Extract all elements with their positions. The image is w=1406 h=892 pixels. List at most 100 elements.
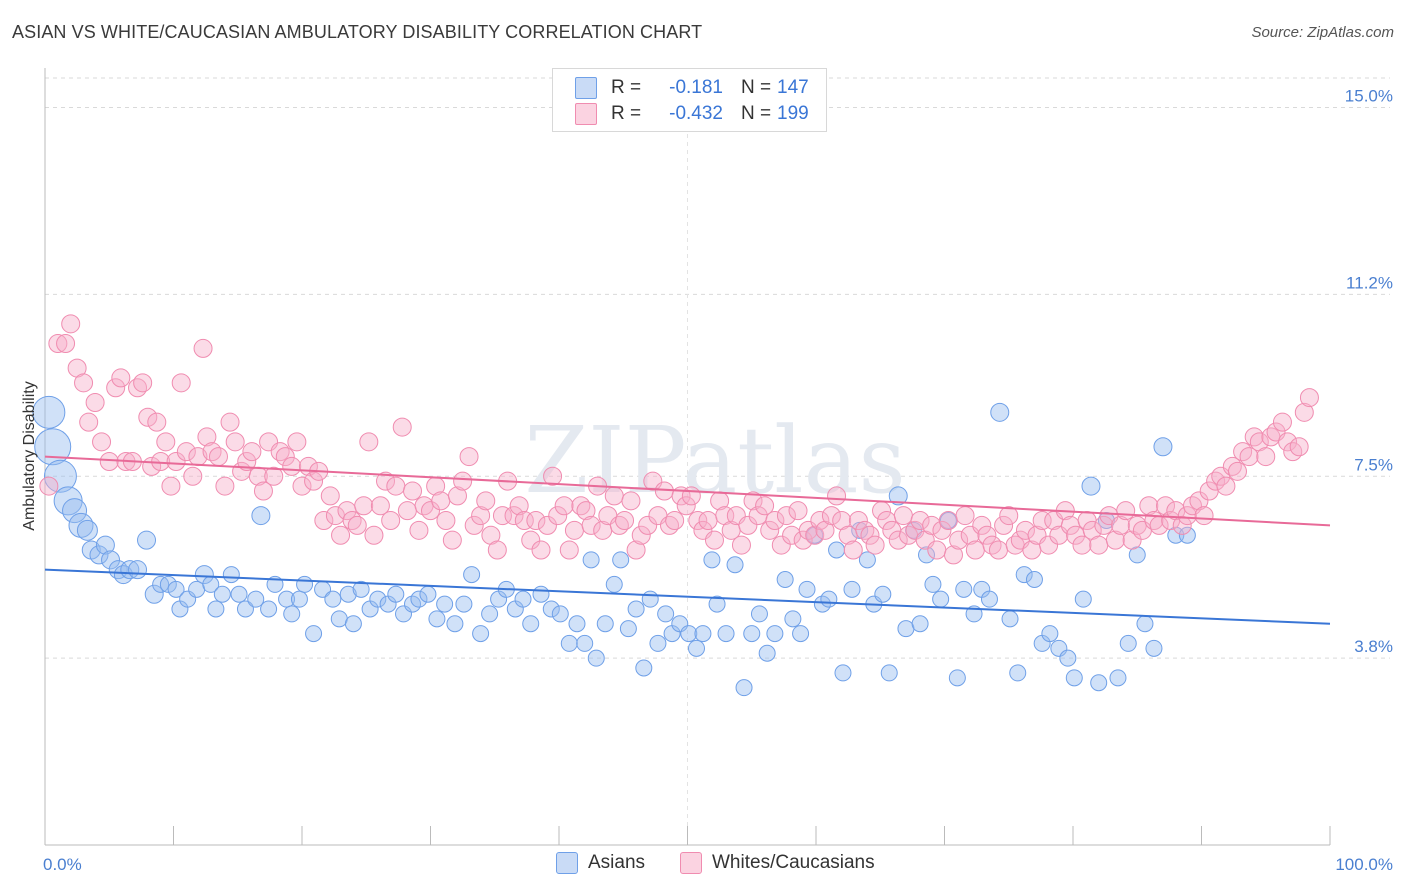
white-point xyxy=(282,456,302,476)
asian-point xyxy=(1001,610,1019,628)
white-point xyxy=(776,506,796,526)
white-point xyxy=(932,520,952,540)
asian-point xyxy=(990,402,1010,422)
white-point xyxy=(927,540,947,560)
white-point xyxy=(681,486,701,506)
asian-point xyxy=(939,512,957,529)
white-point xyxy=(949,530,969,550)
asian-point xyxy=(344,615,362,633)
asian-point xyxy=(113,565,133,585)
white-point xyxy=(287,432,307,452)
asian-point xyxy=(605,575,623,593)
white-point xyxy=(626,540,646,560)
r-label: R = xyxy=(611,77,642,98)
white-point xyxy=(1294,402,1314,422)
asian-point xyxy=(1015,566,1033,584)
white-point xyxy=(92,432,112,452)
asian-point xyxy=(649,634,667,652)
whites-legend-swatch xyxy=(680,852,702,874)
trend-lines xyxy=(44,455,1331,625)
white-point xyxy=(509,496,529,516)
asian-point xyxy=(843,580,861,598)
asian-point xyxy=(1145,639,1163,657)
asian-point xyxy=(247,590,265,608)
white-point xyxy=(237,452,257,471)
legend-row-asians: R = -0.181 N = 147 xyxy=(575,75,809,101)
asian-point xyxy=(851,521,869,539)
white-point xyxy=(183,466,203,486)
white-point xyxy=(1239,447,1259,467)
asian-point xyxy=(834,664,852,682)
asian-point xyxy=(251,506,271,526)
white-point xyxy=(1278,432,1298,452)
asian-points xyxy=(32,395,1196,697)
asian-point xyxy=(128,560,148,580)
asian-point xyxy=(568,615,586,633)
white-point xyxy=(827,486,847,506)
white-point xyxy=(788,501,808,521)
asian-point xyxy=(627,600,645,618)
asian-point xyxy=(95,535,115,555)
white-point xyxy=(965,540,985,560)
asian-point xyxy=(657,605,675,623)
asian-point xyxy=(137,530,157,550)
asian-point xyxy=(532,585,550,603)
white-point xyxy=(220,412,240,432)
asian-point xyxy=(43,459,77,493)
asian-point xyxy=(419,585,437,603)
tick-labels: 3.8% 7.5% 11.2% 15.0% 0.0% 100.0% xyxy=(43,87,1393,875)
legend-label-asians: Asians xyxy=(588,852,646,873)
legend-row-whites: R = -0.432 N = 199 xyxy=(575,101,809,127)
white-point xyxy=(1094,515,1114,535)
asian-point xyxy=(641,590,659,608)
asian-point xyxy=(858,551,876,569)
white-point xyxy=(843,540,863,560)
asian-point xyxy=(743,625,761,643)
white-point xyxy=(476,491,496,511)
white-point xyxy=(161,476,181,496)
asian-point xyxy=(446,615,464,633)
asian-point xyxy=(1128,546,1146,564)
asian-point xyxy=(888,486,908,506)
white-point xyxy=(242,442,262,462)
asian-point xyxy=(726,556,744,574)
asian-point xyxy=(522,615,540,633)
asian-point xyxy=(1178,526,1196,544)
asian-point xyxy=(1059,649,1077,667)
white-point xyxy=(848,511,868,530)
asian-point xyxy=(387,585,405,603)
white-point xyxy=(74,373,94,393)
asian-point xyxy=(213,585,231,603)
asian-point xyxy=(236,600,254,618)
asian-point xyxy=(750,605,768,623)
white-point xyxy=(386,476,406,496)
n-value: 147 xyxy=(777,77,809,98)
asian-point xyxy=(687,639,705,657)
asians-legend-swatch xyxy=(556,852,578,874)
white-point xyxy=(531,540,551,560)
zipatlas-watermark: ZIPatlas xyxy=(524,407,905,514)
asian-point xyxy=(296,575,314,593)
asian-point xyxy=(32,395,66,429)
asian-point xyxy=(708,595,726,613)
white-point xyxy=(1216,476,1236,496)
asian-point xyxy=(766,625,784,643)
white-point xyxy=(860,525,880,545)
asian-point xyxy=(290,590,308,608)
asian-point xyxy=(918,546,936,564)
white-point xyxy=(99,452,119,471)
white-point xyxy=(955,506,975,526)
white-point xyxy=(147,412,167,432)
white-point xyxy=(314,511,334,530)
white-point xyxy=(176,442,196,462)
n-label: N = xyxy=(741,103,772,124)
white-point xyxy=(487,540,507,560)
asian-point xyxy=(820,590,838,608)
white-point xyxy=(79,412,99,432)
asian-point xyxy=(194,565,214,585)
asian-point xyxy=(339,585,357,603)
x-tick-label: 100.0% xyxy=(1335,855,1393,874)
white-point xyxy=(1177,506,1197,526)
white-point xyxy=(559,540,579,560)
